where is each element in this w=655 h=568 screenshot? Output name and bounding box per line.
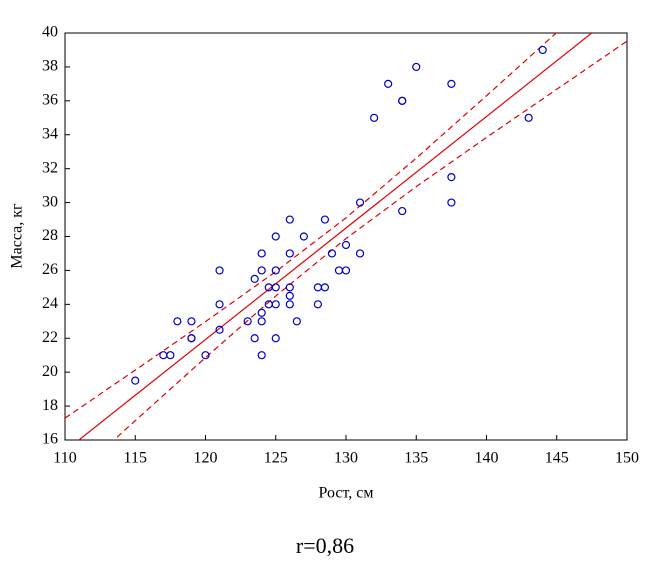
y-tick-label: 40 (42, 24, 58, 41)
confidence-band (112, 40, 627, 440)
scatter-point (271, 232, 280, 241)
scatter-point (447, 198, 456, 207)
scatter-point (173, 317, 182, 326)
scatter-point (271, 334, 280, 343)
y-tick-label: 18 (42, 397, 58, 414)
scatter-point (313, 300, 322, 309)
scatter-point (257, 249, 266, 258)
scatter-point (159, 351, 168, 360)
y-axis-label: Масса, кг (9, 203, 26, 269)
scatter-point (285, 215, 294, 224)
scatter-point (187, 334, 196, 343)
x-tick-label: 120 (194, 450, 218, 467)
annotation: r=0,86 (296, 533, 354, 558)
x-axis-label: Рост, см (318, 485, 373, 502)
scatter-point (320, 283, 330, 292)
scatter-point (187, 317, 196, 326)
y-tick-label: 38 (42, 58, 58, 75)
scatter-point (215, 266, 224, 275)
scatter-point (341, 266, 351, 275)
scatter-point (271, 300, 280, 309)
scatter-point (320, 215, 330, 224)
scatter-point (215, 300, 224, 309)
x-tick-label: 150 (615, 450, 639, 467)
scatter-point (243, 317, 252, 326)
y-tick-label: 32 (42, 159, 58, 176)
scatter-point (355, 249, 365, 258)
scatter-point (292, 317, 301, 326)
scatter-point (334, 266, 344, 275)
scatter-point (538, 45, 547, 55)
scatter-point (398, 206, 407, 216)
scatter-point (257, 317, 266, 326)
scatter-point (285, 300, 294, 309)
scatter-point (250, 274, 259, 283)
scatter-point (271, 283, 280, 292)
x-tick-label: 145 (545, 450, 569, 467)
scatter-point (384, 79, 393, 88)
scatter-point (166, 351, 175, 360)
regression-line (77, 33, 593, 440)
scatter-point (299, 232, 308, 241)
x-tick-label: 140 (475, 450, 499, 467)
y-tick-label: 16 (42, 431, 58, 448)
y-tick-label: 20 (42, 363, 58, 380)
scatter-point (447, 79, 456, 88)
y-tick-label: 30 (42, 193, 58, 210)
plot-frame (64, 32, 628, 441)
x-tick-label: 115 (124, 450, 147, 467)
scatter-point (131, 376, 140, 385)
scatter-point (447, 173, 456, 182)
scatter-point (524, 113, 533, 122)
scatter-point (355, 198, 365, 207)
y-tick-label: 28 (42, 227, 58, 244)
scatter-point (257, 351, 266, 360)
confidence-band (65, 33, 558, 419)
y-tick-label: 22 (42, 329, 58, 346)
x-tick-label: 125 (264, 450, 288, 467)
x-tick-label: 135 (404, 450, 428, 467)
x-tick-label: 110 (53, 450, 76, 467)
scatter-point (370, 113, 379, 122)
scatter-point (327, 249, 337, 258)
scatter-point (341, 240, 351, 250)
scatter-point (257, 266, 266, 275)
x-tick-label: 130 (334, 450, 358, 467)
scatter-point (285, 291, 294, 300)
y-tick-label: 26 (42, 261, 58, 278)
scatter-point (412, 62, 421, 72)
y-tick-label: 34 (42, 125, 58, 142)
plot-area (65, 33, 627, 440)
scatter-point (285, 249, 294, 258)
scatter-point (285, 283, 294, 292)
scatter-point (313, 283, 322, 292)
y-tick-label: 24 (42, 295, 58, 312)
scatter-point (398, 96, 407, 105)
scatter-point (201, 351, 210, 360)
scatter-point (250, 334, 259, 343)
scatter-point (271, 266, 280, 275)
y-tick-label: 36 (42, 92, 58, 109)
scatter-point (257, 308, 266, 317)
scatter-point (215, 325, 224, 334)
